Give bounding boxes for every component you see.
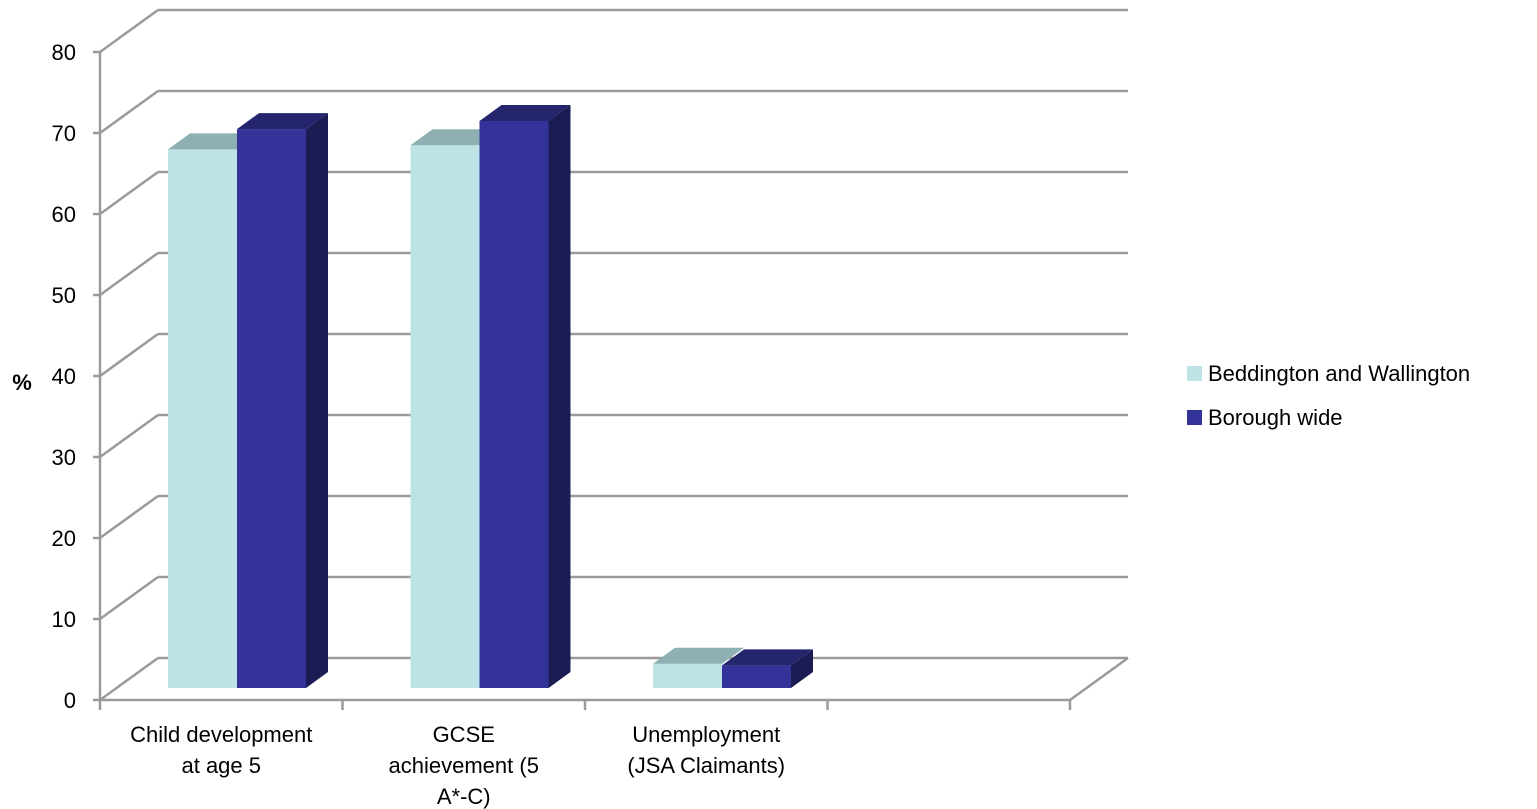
- y-tick-label: 0: [64, 688, 76, 713]
- x-category-label: Child development: [130, 722, 312, 747]
- bar: [479, 105, 571, 688]
- x-category-label: achievement (5: [389, 753, 539, 778]
- bar-front: [722, 665, 791, 688]
- side-grid-line: [99, 251, 159, 297]
- bar-front: [653, 663, 722, 688]
- x-category-label: Unemployment: [632, 722, 780, 747]
- bar-front: [410, 145, 480, 689]
- bar-top: [653, 647, 744, 664]
- legend-label: Borough wide: [1208, 405, 1343, 430]
- side-grid-line: [99, 89, 159, 135]
- bar-top: [237, 113, 328, 130]
- side-grid-line: [99, 575, 159, 621]
- side-grid-line: [99, 8, 159, 54]
- x-category-labels: Child development at age 5 GCSE achievement…: [130, 722, 785, 809]
- legend-swatch: [1187, 410, 1202, 425]
- bar-top: [722, 649, 813, 666]
- bar-front: [168, 149, 237, 689]
- bar-side: [306, 113, 328, 689]
- x-category-label: (JSA Claimants): [627, 753, 785, 778]
- bar-front: [237, 129, 306, 689]
- bar-top: [479, 105, 571, 121]
- bar-top: [410, 129, 502, 146]
- x-category-label: A*-C): [437, 784, 491, 809]
- side-grid-line: [99, 332, 159, 378]
- y-tick-label: 50: [52, 283, 76, 308]
- legend-swatch: [1187, 366, 1202, 381]
- bar: [410, 129, 502, 689]
- bar: [237, 113, 328, 689]
- y-tick-label: 20: [52, 526, 76, 551]
- y-tick-label: 30: [52, 445, 76, 470]
- bar: [653, 647, 744, 688]
- bar-top: [168, 133, 259, 150]
- bar-side: [548, 105, 571, 688]
- bar: [722, 649, 813, 688]
- bar: [168, 133, 259, 689]
- bar-front: [479, 121, 549, 688]
- x-category-label: at age 5: [181, 753, 261, 778]
- side-grid-line: [99, 494, 159, 540]
- side-grid-line: [99, 170, 159, 216]
- floor-right-edge: [1069, 656, 1129, 702]
- legend-label: Beddington and Wallington: [1208, 361, 1470, 386]
- side-grid-line: [99, 656, 159, 702]
- y-tick-label: 70: [52, 121, 76, 146]
- y-tick-label: 80: [52, 40, 76, 65]
- y-tick-label: 10: [52, 607, 76, 632]
- y-axis-label: %: [12, 370, 32, 395]
- y-tick-label: 40: [52, 364, 76, 389]
- y-tick-labels: 0 10 20 30 40 50 60 70 80: [52, 40, 76, 713]
- legend: Beddington and Wallington Borough wide: [1187, 361, 1470, 430]
- x-category-label: GCSE: [433, 722, 495, 747]
- side-grid-line: [99, 413, 159, 459]
- bars: [168, 105, 813, 689]
- y-tick-label: 60: [52, 202, 76, 227]
- bar-side: [791, 649, 813, 688]
